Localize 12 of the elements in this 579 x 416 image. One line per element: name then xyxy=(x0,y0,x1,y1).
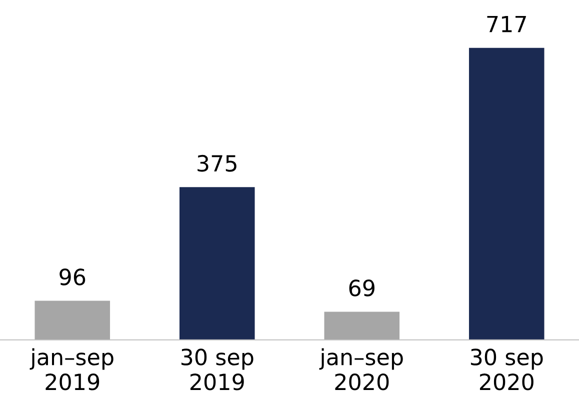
data-label: 69 xyxy=(349,280,374,296)
data-label: 717 xyxy=(487,16,526,32)
bar xyxy=(324,312,400,340)
bar xyxy=(179,187,255,340)
x-tick-label: jan–sep 2019 xyxy=(30,348,114,390)
x-tick-label: 30 sep 2020 xyxy=(470,348,543,390)
bar xyxy=(34,300,110,340)
data-label: 96 xyxy=(60,268,86,286)
bar xyxy=(468,48,544,340)
data-label: 375 xyxy=(198,154,236,172)
x-tick-label: jan–sep 2020 xyxy=(319,348,403,390)
x-tick-label: 30 sep 2019 xyxy=(181,348,254,390)
